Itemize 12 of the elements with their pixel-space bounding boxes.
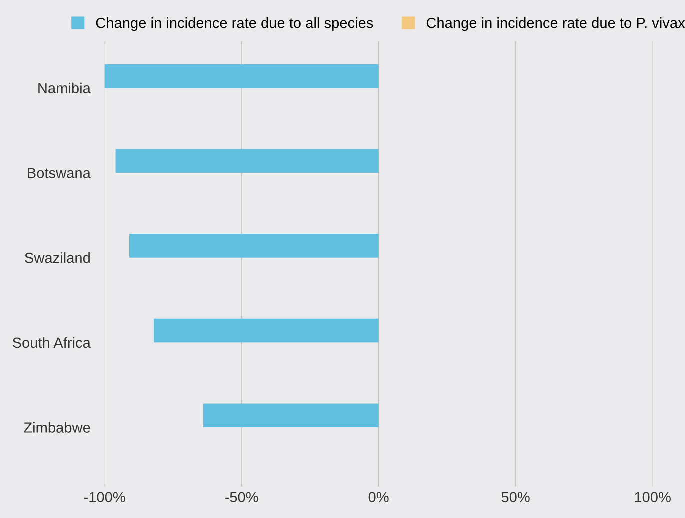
x-tick-label: -50% bbox=[225, 492, 258, 502]
y-tick-label: Namibia bbox=[38, 82, 91, 94]
x-tick-label: 50% bbox=[502, 492, 530, 502]
y-tick-label: Zimbabwe bbox=[24, 422, 90, 433]
legend-label: Change in incidence rate due to P. vivax bbox=[426, 18, 685, 32]
y-tick-label: Botswana bbox=[28, 168, 91, 178]
x-tick-label: -100% bbox=[84, 492, 126, 502]
y-tick-label: Swaziland bbox=[25, 252, 90, 264]
y-tick-label: South Africa bbox=[12, 337, 91, 348]
x-tick-label: 100% bbox=[635, 492, 671, 502]
x-tick-label: 0% bbox=[368, 492, 389, 502]
legend-label: Change in incidence rate due to all species bbox=[96, 18, 374, 32]
